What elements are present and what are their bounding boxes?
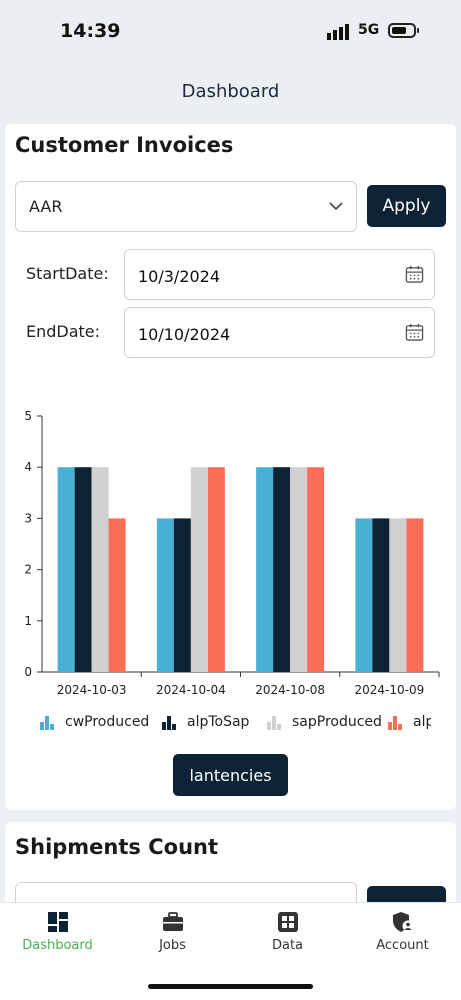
calendar-icon[interactable] <box>405 265 424 284</box>
status-bar: 14:39 5G <box>0 0 461 62</box>
customer-invoices-card: Customer Invoices AAR Apply StartDate: 1… <box>5 124 456 810</box>
y-tick-label: 5 <box>24 409 32 423</box>
bar <box>108 518 126 672</box>
x-tick-label: 2024-10-09 <box>355 683 425 697</box>
briefcase-icon <box>162 912 183 931</box>
nav-label: Account <box>376 938 429 953</box>
y-tick-label: 0 <box>24 665 32 679</box>
user-shield-icon <box>392 912 413 932</box>
home-indicator <box>148 984 313 989</box>
bar <box>156 518 174 672</box>
bar-chart-icon <box>267 714 282 730</box>
y-tick-label: 1 <box>24 614 32 628</box>
page-title: Dashboard <box>181 81 280 102</box>
start-date-label: StartDate: <box>26 264 109 283</box>
bar <box>57 467 75 672</box>
end-date-value: 10/10/2024 <box>138 325 231 344</box>
bar <box>389 518 407 672</box>
legend-item[interactable]: alpProduced <box>388 714 431 730</box>
bar <box>173 518 191 672</box>
bar <box>273 467 291 672</box>
nav-item-jobs[interactable]: Jobs <box>115 911 230 953</box>
end-date-label: EndDate: <box>26 322 101 341</box>
latencies-button[interactable]: lantencies <box>173 754 288 796</box>
y-tick-label: 4 <box>24 460 32 474</box>
legend-item[interactable]: alpToSap <box>162 714 249 730</box>
dashboard-icon <box>47 912 68 932</box>
start-date-input[interactable]: 10/3/2024 <box>124 249 435 300</box>
battery-icon <box>388 23 419 38</box>
nav-label: Data <box>271 938 304 953</box>
bar-chart-icon <box>40 714 55 730</box>
bar <box>406 518 424 672</box>
bar <box>256 467 274 672</box>
bar <box>91 467 109 672</box>
chevron-down-icon <box>329 202 343 211</box>
legend-label: alpToSap <box>187 714 250 730</box>
bar-chart-icon <box>162 714 177 730</box>
legend-label: cwProduced <box>65 714 150 730</box>
bar <box>355 518 373 672</box>
start-date-value: 10/3/2024 <box>138 267 221 286</box>
customer-select[interactable]: AAR <box>15 181 357 232</box>
bar <box>190 467 208 672</box>
end-date-input[interactable]: 10/10/2024 <box>124 307 435 358</box>
legend-label: alpProduced <box>413 714 431 730</box>
chart-legend: cwProduced alpToSap sapProduced alpProduced <box>5 712 431 734</box>
nav-item-account[interactable]: Account <box>345 911 460 953</box>
x-tick-label: 2024-10-04 <box>156 683 226 697</box>
customer-select-value: AAR <box>29 197 63 216</box>
calendar-icon[interactable] <box>405 323 424 342</box>
card-title: Shipments Count <box>15 835 219 859</box>
card-title: Customer Invoices <box>15 133 234 157</box>
invoice-bar-chart: 0 1 2 3 4 5 2024-10-03 2024-10-04 2024-10-08 2024… <box>24 409 440 697</box>
legend-item[interactable]: cwProduced <box>40 714 149 730</box>
bar <box>372 518 390 672</box>
signal-icon <box>327 24 349 40</box>
grid-icon <box>277 912 298 932</box>
nav-label: Jobs <box>159 938 186 953</box>
y-tick-label: 2 <box>24 563 32 577</box>
x-tick-label: 2024-10-08 <box>255 683 325 697</box>
bar <box>290 467 308 672</box>
bar <box>74 467 92 672</box>
legend-item[interactable]: sapProduced <box>267 714 382 730</box>
y-tick-label: 3 <box>24 511 32 525</box>
network-type: 5G <box>358 22 380 38</box>
nav-label: Dashboard <box>22 938 93 953</box>
bottom-nav: Dashboard Jobs Data Account <box>0 902 461 1000</box>
status-time: 14:39 <box>60 20 121 42</box>
bar <box>207 467 225 672</box>
apply-button[interactable]: Apply <box>367 185 446 227</box>
nav-item-dashboard[interactable]: Dashboard <box>0 911 115 953</box>
legend-label: sapProduced <box>292 714 382 730</box>
nav-item-data[interactable]: Data <box>230 911 345 953</box>
bar <box>307 467 325 672</box>
bar-chart-icon <box>388 714 403 730</box>
x-tick-label: 2024-10-03 <box>57 683 127 697</box>
